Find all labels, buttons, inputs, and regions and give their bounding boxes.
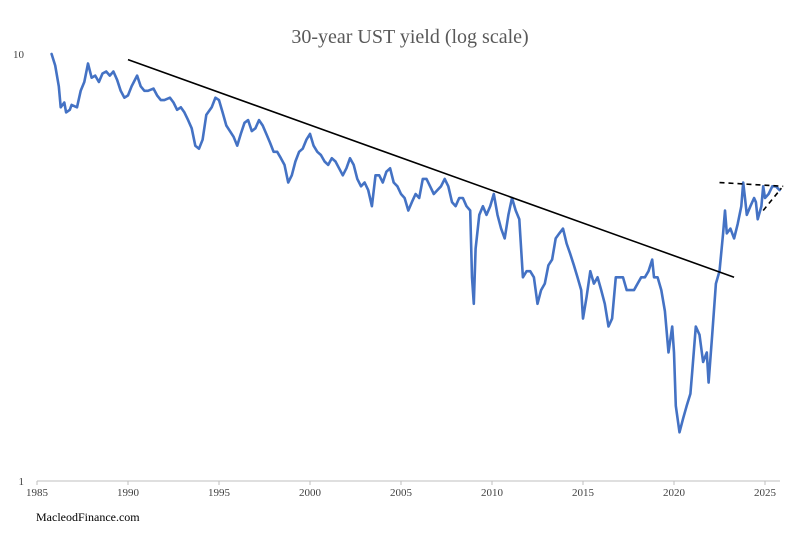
trendline <box>762 187 783 212</box>
x-tick-label: 2000 <box>299 487 322 499</box>
series-group <box>50 52 781 434</box>
trendline <box>719 181 784 188</box>
x-tick-label: 1995 <box>208 487 231 499</box>
x-tick-label: 2005 <box>390 487 413 499</box>
y-axis-tick-labels: 10 1 <box>13 49 25 488</box>
chart-title: 30-year UST yield (log scale) <box>291 26 528 48</box>
trendline-group <box>127 58 784 279</box>
footer-credit: MacleodFinance.com <box>36 510 140 524</box>
x-tick-label: 1985 <box>26 487 49 499</box>
y-tick-label: 10 <box>13 49 25 61</box>
x-axis-tick-labels: 1985 1990 1995 2000 2005 2010 2015 2020 2025 <box>26 481 777 499</box>
x-tick-label: 2015 <box>572 487 595 499</box>
trendline <box>127 58 735 279</box>
x-tick-label: 2025 <box>754 487 777 499</box>
x-tick-label: 2010 <box>481 487 504 499</box>
y-tick-label: 1 <box>19 476 25 488</box>
x-tick-label: 2020 <box>663 487 686 499</box>
series-line <box>50 52 781 434</box>
x-tick-label: 1990 <box>117 487 140 499</box>
